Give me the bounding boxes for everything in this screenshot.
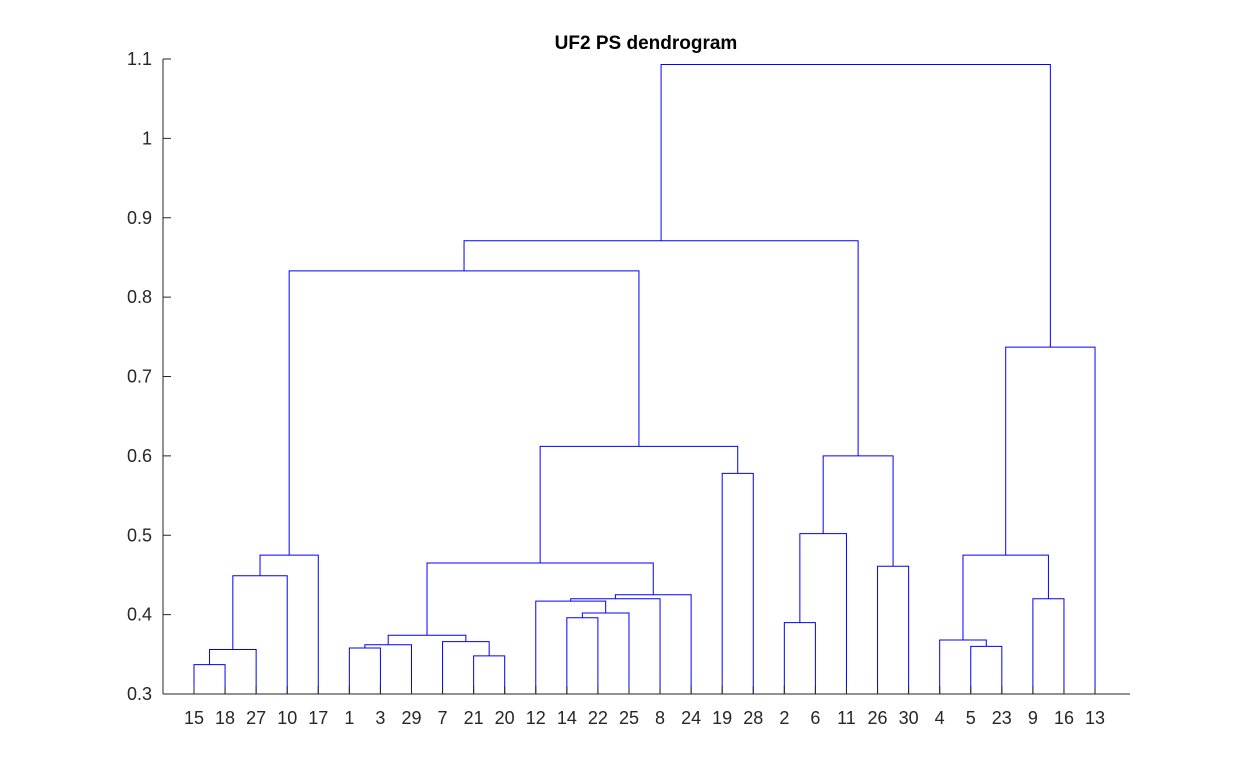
leaf-label: 15: [184, 708, 204, 728]
dendrogram-link: [970, 645, 1003, 694]
y-tick-label: 1: [142, 128, 152, 148]
dendrogram-link: [364, 644, 412, 694]
leaf-label: 12: [526, 708, 546, 728]
dendrogram-link: [473, 655, 506, 694]
leaf-label: 26: [868, 708, 888, 728]
chart-title: UF2 PS dendrogram: [555, 33, 738, 54]
dendrogram-link: [539, 445, 739, 564]
dendrogram-link: [660, 64, 1051, 348]
leaf-label: 24: [681, 708, 701, 728]
axes: 0.3 0.4 0.5 0.6 0.7 0.8 0.9 1 1.1: [127, 49, 1130, 704]
dendrogram-link: [387, 634, 467, 645]
leaf-label: 2: [779, 708, 789, 728]
leaf-label: 23: [992, 708, 1012, 728]
leaf-label: 21: [464, 708, 484, 728]
dendrogram-links: [193, 64, 1096, 694]
dendrogram-link: [193, 664, 226, 694]
dendrogram-link: [581, 612, 630, 694]
y-tick-label: 0.3: [127, 684, 152, 704]
y-tick-label: 0.8: [127, 287, 152, 307]
dendrogram-link: [348, 647, 381, 694]
dendrogram-link: [232, 575, 288, 694]
dendrogram-link: [288, 270, 640, 556]
leaf-label: 28: [743, 708, 763, 728]
y-tick-label: 0.6: [127, 446, 152, 466]
dendrogram-link: [939, 639, 987, 694]
dendrogram-link: [721, 472, 754, 694]
dendrogram-link: [442, 641, 490, 694]
dendrogram-link: [962, 554, 1049, 641]
dendrogram-link: [783, 622, 816, 694]
leaf-label: 11: [837, 708, 856, 728]
dendrogram-link: [1032, 598, 1065, 694]
dendrogram-link: [535, 600, 607, 694]
leaf-label: 3: [375, 708, 385, 728]
leaf-label: 13: [1085, 708, 1105, 728]
leaf-label: 6: [810, 708, 820, 728]
leaf-label: 30: [899, 708, 919, 728]
leaf-label: 10: [277, 708, 297, 728]
leaf-label: 7: [438, 708, 448, 728]
leaf-label: 5: [966, 708, 976, 728]
leaf-label: 18: [215, 708, 235, 728]
dendrogram-link: [799, 533, 847, 694]
dendrogram-link: [463, 240, 859, 456]
leaf-label: 25: [619, 708, 639, 728]
y-tick-label: 0.5: [127, 525, 152, 545]
leaf-label: 27: [246, 708, 266, 728]
dendrogram-link: [209, 649, 257, 694]
dendrogram-link: [566, 617, 599, 694]
y-tick-label: 0.4: [127, 605, 152, 625]
leaf-label: 22: [588, 708, 608, 728]
leaf-labels: 15 18 27 10 17 1 3 29 7 21 20 12 14 22 25 8 24 19 28 2 6 11 26…: [184, 686, 1105, 728]
leaf-label: 19: [712, 708, 732, 728]
leaf-label: 20: [495, 708, 515, 728]
y-tick-label: 0.9: [127, 208, 152, 228]
dendrogram-link: [1005, 346, 1096, 694]
dendrogram-link: [877, 565, 910, 694]
leaf-label: 9: [1028, 708, 1038, 728]
y-tick-label: 1.1: [127, 49, 152, 69]
leaf-label: 14: [557, 708, 577, 728]
leaf-label: 8: [655, 708, 665, 728]
dendrogram-link: [822, 455, 894, 567]
dendrogram-link: [614, 594, 692, 694]
dendrogram-link: [259, 554, 319, 694]
leaf-label: 4: [935, 708, 945, 728]
leaf-label: 16: [1054, 708, 1074, 728]
y-tick-label: 0.7: [127, 367, 152, 387]
leaf-label: 29: [401, 708, 421, 728]
leaf-label: 1: [344, 708, 354, 728]
leaf-label: 17: [308, 708, 328, 728]
